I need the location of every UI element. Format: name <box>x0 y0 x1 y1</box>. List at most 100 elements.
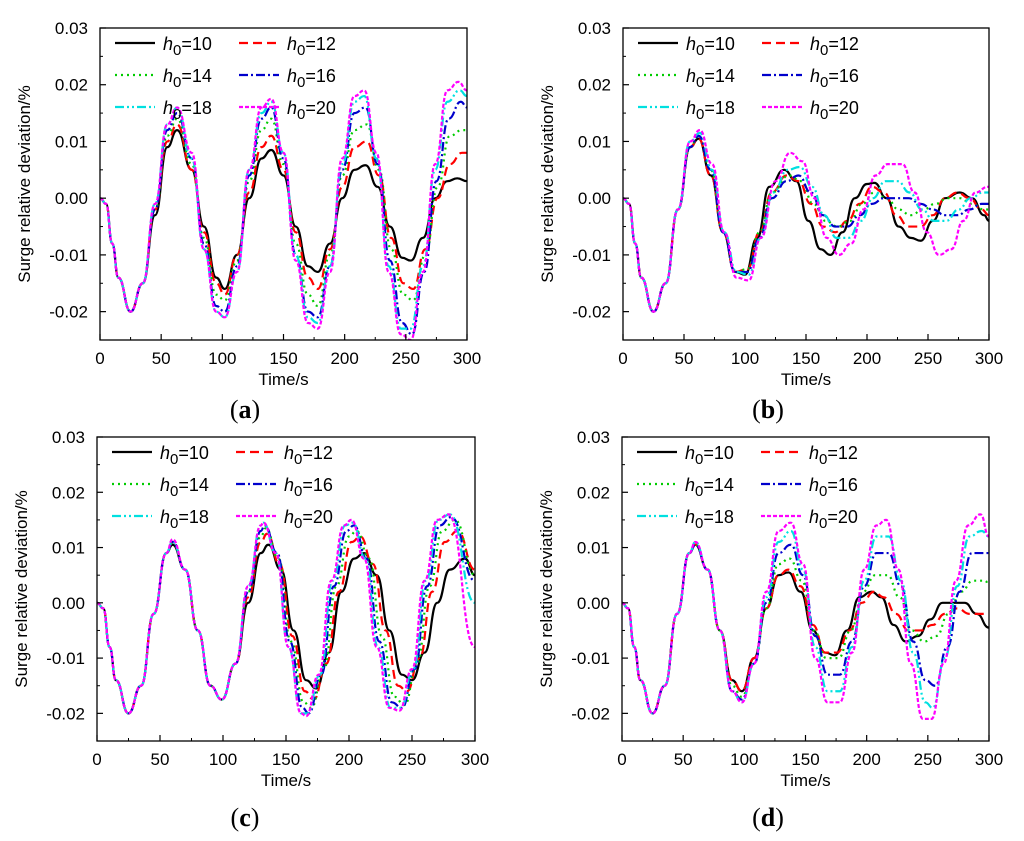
x-tick-label: 250 <box>392 349 420 368</box>
x-tick-label: 200 <box>330 349 358 368</box>
y-tick-label: 0.01 <box>55 132 88 151</box>
x-tick-label: 300 <box>453 349 481 368</box>
y-axis-label: Surge relative deviation/% <box>12 490 31 688</box>
legend-label: h0=20 <box>810 98 859 123</box>
legend-label: h0=12 <box>284 443 333 468</box>
x-tick-label: 50 <box>674 750 693 769</box>
y-tick-label: 0.01 <box>577 539 610 558</box>
legend-label: h0=14 <box>163 66 212 91</box>
y-tick-label: 0.02 <box>52 483 85 502</box>
y-tick-label: 0.00 <box>52 594 85 613</box>
legend-label: h0=18 <box>686 98 735 123</box>
series-group <box>622 513 989 720</box>
series-line-h010 <box>622 543 989 715</box>
x-tick-label: 100 <box>730 750 758 769</box>
y-tick-label: 0.03 <box>578 19 611 38</box>
legend-label: h0=12 <box>809 443 858 468</box>
x-tick-label: 300 <box>975 349 1003 368</box>
x-tick-label: 300 <box>975 750 1003 769</box>
x-tick-label: 50 <box>151 750 170 769</box>
series-group <box>97 513 475 718</box>
series-line-h012 <box>622 543 989 715</box>
x-axis-label: Time/s <box>258 370 308 389</box>
x-tick-label: 0 <box>95 349 104 368</box>
y-tick-label: 0.02 <box>578 76 611 95</box>
panel-label: (a) <box>230 395 260 424</box>
legend-label: h0=14 <box>685 475 734 500</box>
y-tick-label: 0.02 <box>577 483 610 502</box>
x-tick-label: 250 <box>914 349 942 368</box>
x-tick-label: 100 <box>209 750 237 769</box>
x-axis-label: Time/s <box>780 771 830 790</box>
y-tick-label: -0.01 <box>571 649 610 668</box>
series-line-h020 <box>97 513 475 718</box>
y-tick-label: 0.01 <box>52 539 85 558</box>
legend: h0=10 h0=12 h0=14 h0=16 h0=18 h0=20 <box>638 34 859 123</box>
legend-label: h0=12 <box>287 34 336 59</box>
x-tick-label: 150 <box>269 349 297 368</box>
y-tick-label: 0.02 <box>55 76 88 95</box>
series-line-h016 <box>623 134 989 313</box>
y-axis-label: Surge relative deviation/% <box>538 85 557 283</box>
x-tick-label: 250 <box>398 750 426 769</box>
x-tick-label: 50 <box>152 349 171 368</box>
x-tick-label: 0 <box>617 750 626 769</box>
series-line-h012 <box>100 123 467 313</box>
y-tick-label: 0.03 <box>55 19 88 38</box>
y-tick-label: -0.01 <box>46 649 85 668</box>
x-tick-label: 150 <box>272 750 300 769</box>
y-tick-label: -0.02 <box>572 303 611 322</box>
legend-label: h0=20 <box>287 98 336 123</box>
y-tick-label: -0.01 <box>49 246 88 265</box>
legend-label: h0=18 <box>163 98 212 123</box>
series-line-h016 <box>622 543 989 715</box>
legend-label: h0=10 <box>163 34 212 59</box>
legend-label: h0=18 <box>160 507 209 532</box>
y-tick-label: -0.01 <box>572 246 611 265</box>
legend-label: h0=20 <box>284 507 333 532</box>
legend-label: h0=14 <box>686 66 735 91</box>
panel-label: (b) <box>752 395 784 424</box>
x-tick-label: 250 <box>914 750 942 769</box>
panel-label: (c) <box>231 803 260 832</box>
legend-label: h0=18 <box>685 507 734 532</box>
panel-a: 0 50 100 150 200 250 300 0.03 0.02 0.01 0.00 -0.01 -… <box>15 19 481 424</box>
legend: h0=10 h0=12 h0=14 h0=16 h0=18 h0=20 <box>637 443 858 532</box>
x-tick-label: 50 <box>675 349 694 368</box>
series-line-h014 <box>623 134 989 313</box>
y-axis-label: Surge relative deviation/% <box>537 490 556 688</box>
y-tick-label: 0.03 <box>52 428 85 447</box>
series-line-h020 <box>622 513 989 720</box>
y-tick-label: 0.00 <box>578 189 611 208</box>
x-tick-label: 150 <box>792 349 820 368</box>
x-tick-label: 0 <box>618 349 627 368</box>
y-tick-label: 0.00 <box>577 594 610 613</box>
legend-label: h0=16 <box>810 66 859 91</box>
y-axis-label: Surge relative deviation/% <box>15 85 34 283</box>
x-tick-label: 100 <box>208 349 236 368</box>
x-axis-label: Time/s <box>261 771 311 790</box>
series-line-h014 <box>100 117 467 313</box>
legend-label: h0=14 <box>160 475 209 500</box>
x-tick-label: 150 <box>791 750 819 769</box>
legend: h0=10 h0=12 h0=14 h0=16 h0=18 h0=20 <box>112 443 333 532</box>
series-line-h010 <box>100 129 467 313</box>
plot-frame <box>99 27 468 341</box>
legend: h0=10 h0=12 h0=14 h0=16 h0=18 h0=20 <box>115 34 336 123</box>
series-line-h014 <box>622 543 989 715</box>
series-group <box>100 80 467 340</box>
y-tick-label: 0.00 <box>55 189 88 208</box>
legend-label: h0=20 <box>809 507 858 532</box>
legend-label: h0=16 <box>287 66 336 91</box>
y-tick-label: -0.02 <box>49 303 88 322</box>
series-line-h020 <box>100 80 467 340</box>
legend-label: h0=10 <box>686 34 735 59</box>
panel-b: 0 50 100 150 200 250 300 0.03 0.02 0.01 0.00 -0.01 -… <box>538 19 1003 424</box>
legend-label: h0=16 <box>284 475 333 500</box>
x-tick-label: 100 <box>731 349 759 368</box>
legend-label: h0=16 <box>809 475 858 500</box>
series-line-h018 <box>623 131 989 313</box>
plot-frame <box>622 27 990 341</box>
panel-label: (d) <box>752 803 784 832</box>
